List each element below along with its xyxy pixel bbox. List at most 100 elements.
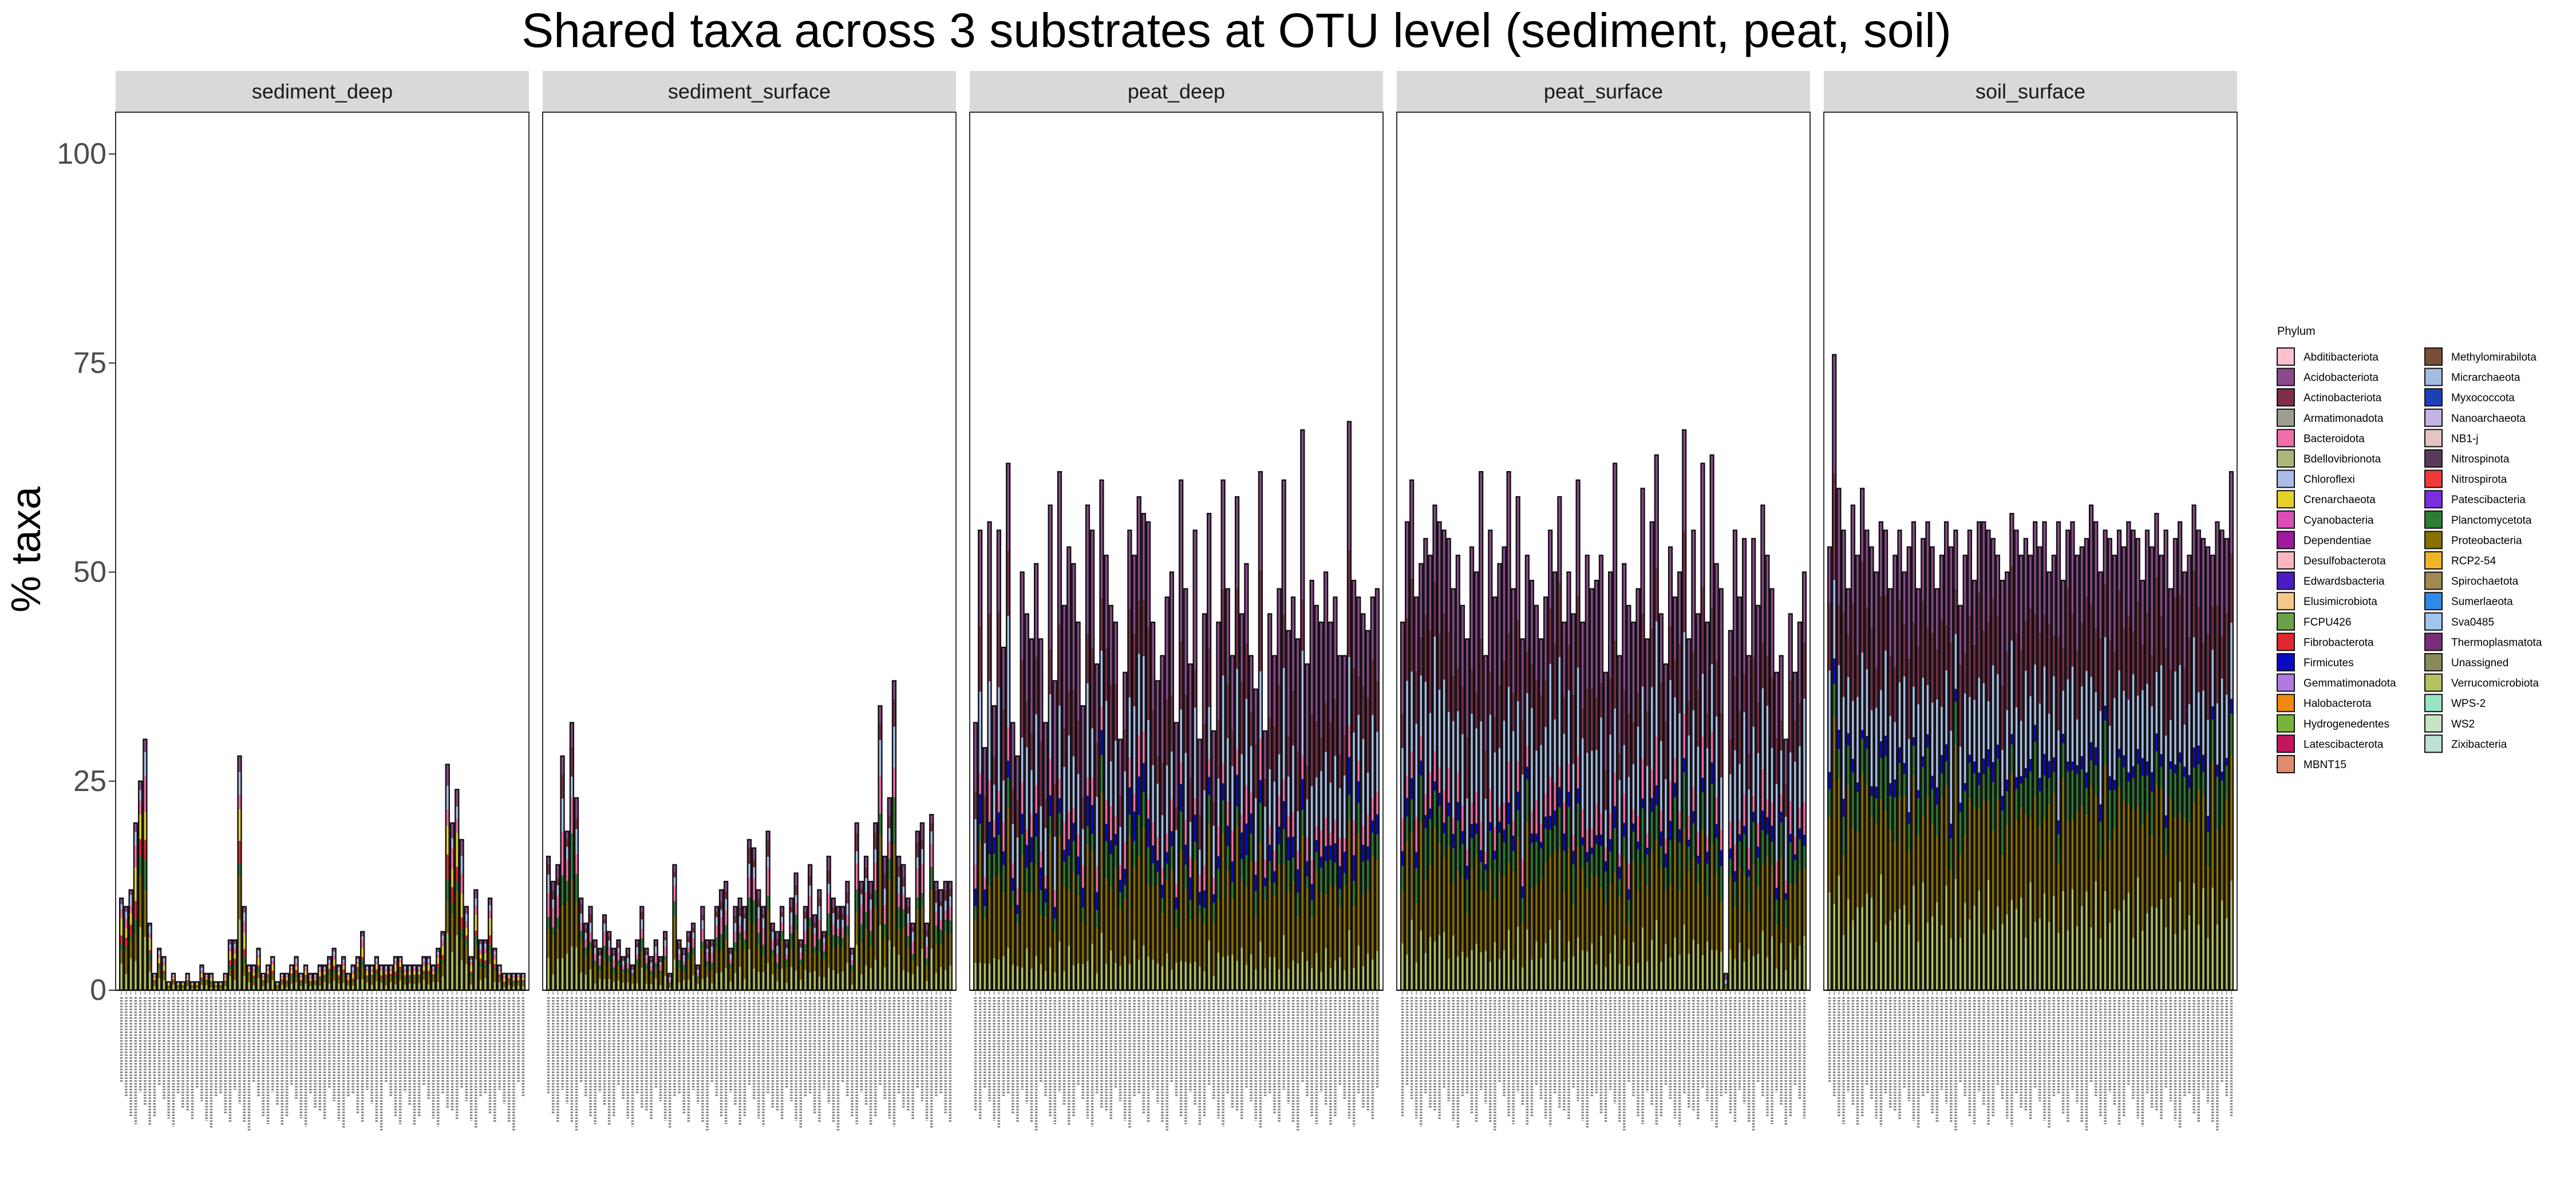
bar-segment-chloroflexi xyxy=(1874,707,1878,787)
bar-segment-planctomycetota xyxy=(521,980,525,982)
bar-segment-actinobacteriota xyxy=(1516,620,1520,702)
bar-segment-firmicutes xyxy=(1128,787,1132,815)
bar-segment-firmicutes xyxy=(2131,766,2135,778)
bar-segment-verrucomicrobiota xyxy=(897,955,901,990)
bar-segment-verrucomicrobiota xyxy=(729,981,733,990)
bar-segment-firmicutes xyxy=(1301,779,1305,810)
bar-segment-acidobacteriota xyxy=(906,898,910,906)
bar-peat_surface-35 xyxy=(1557,496,1562,991)
chart-title: Shared taxa across 3 substrates at OTU l… xyxy=(521,3,1951,57)
bar-segment-verrucomicrobiota xyxy=(1498,959,1502,990)
bar-segment-chloroflexi xyxy=(1091,728,1095,777)
bar-segment-verrucomicrobiota xyxy=(752,968,756,990)
bar-segment-planctomycetota xyxy=(313,980,317,982)
bar-segment-planctomycetota xyxy=(1221,800,1225,835)
bar-segment-bacteroidota xyxy=(1095,866,1099,892)
bar-segment-firmicutes xyxy=(2164,815,2168,828)
bar-segment-planctomycetota xyxy=(761,944,765,956)
bar-sediment_surface-5 xyxy=(564,831,570,991)
bar-sediment_deep-36 xyxy=(284,972,290,991)
bar-segment-planctomycetota xyxy=(1982,774,1986,800)
bar-segment-firmicutes xyxy=(1030,837,1033,863)
bar-segment-chloroflexi xyxy=(1221,675,1225,763)
bar-segment-chloroflexi xyxy=(939,906,943,920)
bar-segment-chloroflexi xyxy=(714,917,718,926)
bar-segment-acidobacteriota xyxy=(2187,555,2191,638)
bar-segment-planctomycetota xyxy=(813,946,817,954)
bar-segment-acidobacteriota xyxy=(1724,973,1728,979)
bar-segment-actinobacteriota xyxy=(663,937,667,940)
bar-segment-bacteroidota xyxy=(1609,813,1613,839)
bar-segment-actinobacteriota xyxy=(915,842,919,858)
bar-peat_deep-52 xyxy=(1211,730,1216,991)
bar-segment-chloroflexi xyxy=(2103,637,2107,706)
bar-segment-chloroflexi xyxy=(2001,750,2004,796)
bar-segment-actinobacteriota xyxy=(2024,620,2028,671)
bar-segment-verrucomicrobiota xyxy=(512,987,516,990)
bar-segment-firmicutes xyxy=(1375,814,1379,835)
bar-segment-chloroflexi xyxy=(2033,665,2037,725)
bar-segment-acidobacteriota xyxy=(1329,622,1333,722)
bar-segment-crenarchaeota xyxy=(294,966,298,970)
bar-segment-acidobacteriota xyxy=(631,965,634,968)
bar-segment-verrucomicrobiota xyxy=(1516,927,1520,990)
bar-segment-crenarchaeota xyxy=(129,913,133,925)
bar-segment-firmicutes xyxy=(1025,845,1029,868)
bar-segment-verrucomicrobiota xyxy=(584,975,588,990)
bar-segment-proteobacteria xyxy=(1627,922,1631,966)
bar-segment-bacteroidota xyxy=(332,955,336,960)
bar-segment-bacteroidota xyxy=(714,925,718,938)
bar-segment-chloroflexi xyxy=(1165,765,1169,834)
bar-segment-proteobacteria xyxy=(365,979,369,983)
bar-segment-chloroflexi xyxy=(846,903,850,915)
bar-segment-acidobacteriota xyxy=(2089,505,2093,605)
bar-segment-chloroflexi xyxy=(1930,702,1934,776)
bar-segment-acidobacteriota xyxy=(1535,605,1538,681)
bar-segment-acidobacteriota xyxy=(1461,605,1464,686)
bar-segment-chloroflexi xyxy=(228,944,232,948)
bar-segment-actinobacteriota xyxy=(1856,655,1859,697)
bar-segment-acidobacteriota xyxy=(1016,756,1020,801)
bar-segment-bacteroidota xyxy=(978,773,982,794)
bar-segment-verrucomicrobiota xyxy=(417,983,421,990)
bar-segment-proteobacteria xyxy=(920,906,924,949)
bar-segment-verrucomicrobiota xyxy=(1669,957,1672,990)
bar-segment-planctomycetota xyxy=(346,981,350,982)
bar-segment-verrucomicrobiota xyxy=(1451,935,1455,990)
bar-sediment_surface-20 xyxy=(634,939,640,991)
bar-soil_surface-49 xyxy=(2051,555,2056,991)
bar-segment-chloroflexi xyxy=(1086,683,1089,778)
bar-segment-planctomycetota xyxy=(1770,841,1774,866)
bar-segment-proteobacteria xyxy=(2052,793,2056,896)
bar-segment-acidobacteriota xyxy=(1585,555,1589,689)
bar-soil_surface-61 xyxy=(2107,537,2112,991)
bar-segment-verrucomicrobiota xyxy=(682,980,686,990)
bar-segment-planctomycetota xyxy=(1428,819,1432,866)
bar-segment-planctomycetota xyxy=(776,963,779,969)
bar-segment-verrucomicrobiota xyxy=(374,981,378,990)
bar-segment-firmicutes xyxy=(1604,861,1607,872)
bar-segment-proteobacteria xyxy=(323,979,327,982)
bar-segment-firmicutes xyxy=(1226,825,1230,846)
bar-segment-proteobacteria xyxy=(1095,927,1099,974)
bar-segment-actinobacteriota xyxy=(1502,660,1506,721)
bar-peat_deep-63 xyxy=(1262,730,1268,991)
bar-segment-verrucomicrobiota xyxy=(1488,962,1492,990)
bar-segment-acidobacteriota xyxy=(1072,563,1076,690)
bar-segment-proteobacteria xyxy=(794,930,798,971)
bar-segment-actinobacteriota xyxy=(1507,633,1511,687)
bar-segment-chloroflexi xyxy=(1305,799,1309,837)
bar-peat_surface-53 xyxy=(1640,488,1645,991)
bar-segment-chloroflexi xyxy=(2206,719,2210,816)
bar-segment-acidobacteriota xyxy=(1539,639,1543,695)
bar-peat_deep-67 xyxy=(1281,479,1286,991)
bar-segment-chloroflexi xyxy=(1348,657,1351,725)
bar-segment-chloroflexi xyxy=(1156,784,1160,837)
bar-segment-proteobacteria xyxy=(654,968,658,979)
bar-segment-actinobacteriota xyxy=(1874,668,1878,708)
bar-segment-fibrobacterota xyxy=(233,958,237,964)
bar-sediment_deep-25 xyxy=(232,939,238,991)
bar-segment-firmicutes xyxy=(1104,824,1108,841)
bar-segment-proteobacteria xyxy=(479,967,483,980)
bar-segment-bacteroidota xyxy=(1659,811,1663,832)
